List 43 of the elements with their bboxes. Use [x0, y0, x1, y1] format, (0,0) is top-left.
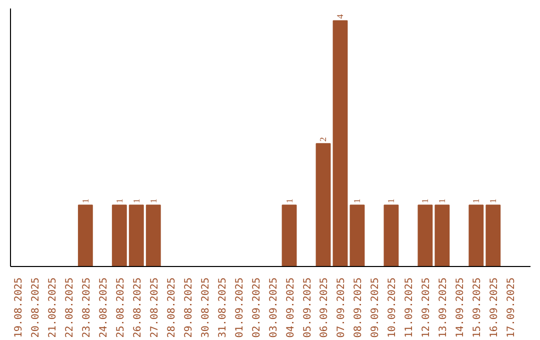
x-tick-label: 17.09.2025 [506, 277, 518, 338]
x-tick-label: 22.08.2025 [64, 277, 76, 338]
x-tick-label: 16.09.2025 [489, 277, 500, 338]
x-tick-label: 21.08.2025 [47, 277, 58, 338]
x-tick-label: 03.09.2025 [268, 277, 280, 338]
data-label: 1 [420, 198, 430, 204]
data-label: 1 [80, 198, 90, 204]
x-tick-label: 01.09.2025 [234, 277, 246, 338]
data-label: 1 [352, 198, 362, 204]
data-label: 4 [335, 14, 346, 19]
data-label: 1 [114, 198, 124, 204]
x-tick-label: 04.09.2025 [285, 277, 296, 338]
x-tick-label: 10.09.2025 [387, 277, 398, 338]
x-tick-label: 20.08.2025 [30, 277, 42, 338]
x-tick-label: 02.09.2025 [251, 277, 262, 338]
x-tick-label: 26.08.2025 [132, 277, 144, 338]
data-label: 1 [148, 198, 158, 204]
x-tick-label: 09.09.2025 [370, 277, 382, 338]
x-tick-label: 12.09.2025 [421, 277, 432, 338]
data-label: 1 [488, 198, 498, 204]
x-tick-label: 29.08.2025 [183, 277, 194, 338]
x-tick-label: 13.09.2025 [438, 277, 450, 338]
x-tick-label: 23.08.2025 [81, 277, 92, 338]
x-tick-label: 06.09.2025 [319, 277, 330, 338]
x-tick-label: 11.09.2025 [404, 277, 416, 338]
x-tick-label: 15.09.2025 [472, 277, 484, 338]
x-tick-label: 24.08.2025 [98, 277, 110, 338]
x-tick-label: 07.09.2025 [336, 277, 348, 338]
data-label: 1 [471, 198, 482, 204]
data-label: 1 [437, 198, 448, 204]
x-tick-label: 19.08.2025 [13, 277, 24, 338]
x-tick-label: 14.09.2025 [455, 277, 466, 338]
data-label: 1 [284, 198, 294, 204]
x-tick-label: 28.08.2025 [166, 277, 178, 338]
data-label: 1 [386, 198, 396, 204]
x-tick-label: 27.08.2025 [149, 277, 160, 338]
x-tick-label: 05.09.2025 [302, 277, 314, 338]
data-label: 2 [318, 137, 328, 142]
x-tick-label: 25.08.2025 [115, 277, 126, 338]
x-tick-label: 31.08.2025 [217, 277, 228, 338]
x-tick-label: 08.09.2025 [353, 277, 364, 338]
x-tick-label: 30.08.2025 [200, 277, 212, 338]
data-label: 1 [131, 198, 142, 204]
